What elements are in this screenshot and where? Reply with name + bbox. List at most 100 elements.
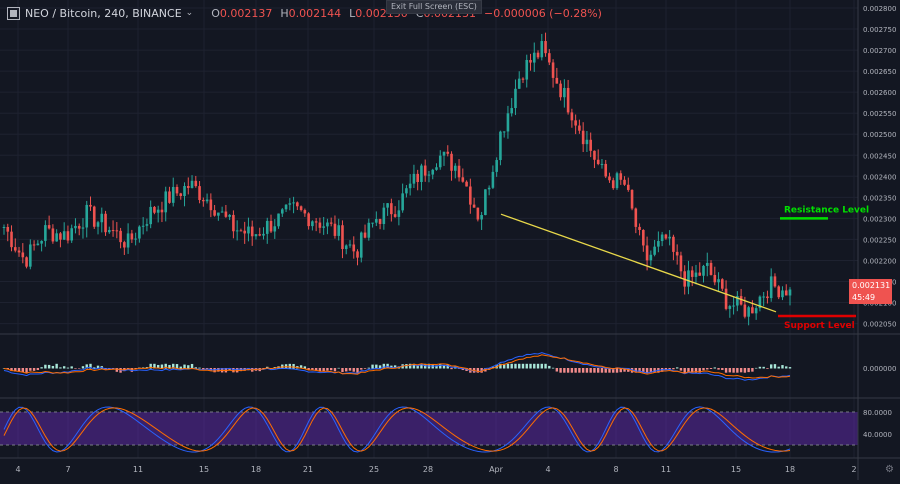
candle-body [747,307,750,317]
candle-body [13,247,17,251]
candle-body [273,226,277,232]
candle-body [469,186,472,205]
macd-histogram-bar [431,364,434,369]
candle-body [581,130,585,145]
macd-histogram-bar [597,368,600,373]
macd-histogram-bar [25,368,28,373]
macd-histogram-bar [314,368,318,371]
candle-body [371,222,374,224]
candle-body [62,231,66,240]
candle-body [589,139,592,151]
symbol-icon[interactable] [7,6,20,20]
macd-histogram-bar [149,363,152,369]
macd-histogram-bar [442,365,446,369]
macd-histogram-bar [619,368,622,373]
candle-body [171,186,175,203]
price-tick-label: 0.002600 [863,89,896,97]
macd-tick-label: 0.000000 [863,365,896,373]
macd-histogram-bar [66,367,70,369]
candle-body [130,233,134,240]
macd-histogram-bar [172,363,175,369]
settings-gear-icon[interactable]: ⚙ [885,464,894,475]
macd-histogram-bar [514,363,517,369]
chart-grid [0,0,858,458]
macd-histogram-bar [608,368,611,373]
candle-body [390,203,393,215]
candle-body [10,231,13,248]
candle-body [401,193,404,211]
candle-body [123,242,126,248]
candle-body [303,210,307,214]
candle-body [352,244,356,252]
candle-body [694,272,698,277]
macd-histogram-bar [480,368,483,373]
time-tick-label: 18 [251,465,261,474]
candle-body [615,173,619,189]
macd-histogram-bar [691,368,694,373]
macd-histogram-bar [164,363,167,369]
chevron-down-icon[interactable]: ⌄ [185,8,194,18]
macd-histogram-bar [675,367,679,369]
macd-histogram-bar [345,368,348,372]
price-tick-label: 0.002350 [863,194,896,202]
macd-histogram-bar [521,363,525,369]
candle-body [126,233,130,248]
candle-body [168,191,171,203]
candle-body [299,206,303,211]
stoch-k-line [3,406,791,453]
candle-body [423,165,427,176]
candle-body [713,274,717,283]
candle-body [728,306,732,309]
candle-body [649,254,653,261]
stoch-tick-label: 80.0000 [863,409,892,417]
candle-body [367,222,371,238]
candle-body [359,232,363,258]
candle-body [70,228,73,241]
candle-body [743,304,747,317]
candle-body [679,255,683,272]
candle-body [416,173,419,182]
candle-body [145,224,149,226]
symbol-title[interactable]: NEO / Bitcoin, 240, BINANCE [25,6,182,20]
candle-body [751,307,754,314]
exit-fullscreen-button[interactable]: Exit Full Screen (ESC) [386,0,482,14]
candle-body [548,53,551,63]
candle-body [630,189,634,209]
macd-histogram-bar [754,367,758,369]
time-tick-label: 15 [731,465,741,474]
candle-body [566,87,570,113]
candle-body [232,214,235,232]
candle-body [333,223,337,236]
candle-body [247,226,250,234]
candle-body [600,163,604,165]
candle-body [322,226,325,228]
macd-histogram-bar [653,368,656,373]
macd-histogram-bar [160,364,164,369]
candle-body [739,296,743,305]
macd-histogram-bar [713,367,716,369]
macd-histogram-bar [21,368,25,373]
macd-histogram-bar [536,363,540,369]
candle-body [762,296,765,298]
candle-body [657,241,660,247]
support-label: Support Level [784,321,855,331]
macd-histogram-bar [412,363,416,369]
candle-body [179,193,183,197]
macd-histogram-bar [555,368,559,372]
macd-histogram-bar [717,368,720,370]
candle-body [532,52,536,63]
macd-histogram-bar [743,368,747,373]
candle-body [183,186,186,197]
macd-histogram-bar [187,365,190,369]
macd-histogram-bar [307,368,310,371]
candle-body [540,41,544,58]
macd-histogram-bar [262,368,265,369]
candle-body [164,191,168,213]
price-tick-label: 0.002700 [863,47,896,55]
ohlc-readout: O0.002137 H0.002144 L0.002130 C0.002131 … [211,7,602,20]
macd-histogram-bar [303,366,307,369]
candle-body [563,87,566,98]
candle-body [356,251,359,258]
